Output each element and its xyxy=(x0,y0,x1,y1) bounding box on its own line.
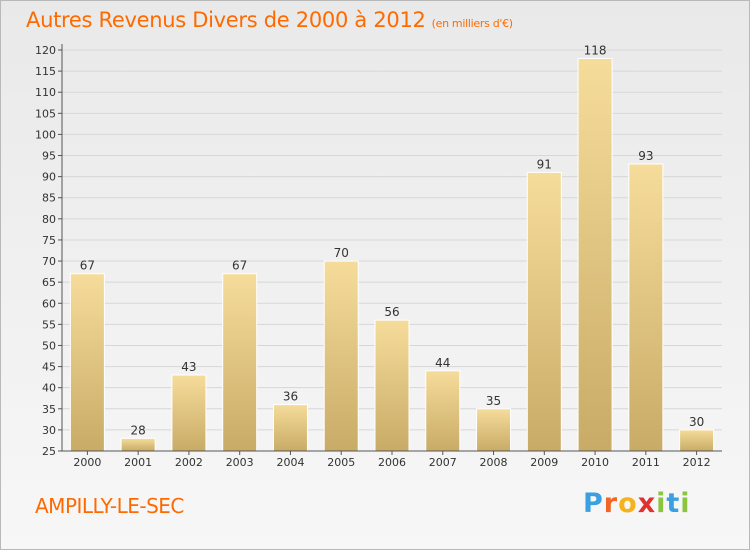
bar-2001 xyxy=(120,437,156,452)
y-tick-label: 65 xyxy=(42,276,56,289)
data-label-2008: 35 xyxy=(486,394,501,408)
x-tick-label-2003: 2003 xyxy=(226,456,254,469)
y-tick-label: 60 xyxy=(42,297,56,310)
labels: 25 30 35 40 45 50 55 60 65 70 75 80 85 90 95 100 105 110 1… xyxy=(35,43,711,469)
proxiti-logo: Proxiti xyxy=(583,488,691,519)
bar-2008 xyxy=(476,408,512,452)
y-tick-label: 105 xyxy=(35,107,56,120)
y-tick-label: 95 xyxy=(42,150,56,163)
bar-2005 xyxy=(323,260,359,452)
x-tick-label-2004: 2004 xyxy=(276,456,304,469)
y-tick-label: 40 xyxy=(42,382,56,395)
y-tick-label: 45 xyxy=(42,361,56,374)
bar-2004 xyxy=(272,404,308,452)
y-tick-label: 115 xyxy=(35,65,56,78)
x-tick-label-2008: 2008 xyxy=(480,456,508,469)
x-tick-label-2002: 2002 xyxy=(175,456,203,469)
data-label-2003: 67 xyxy=(232,259,247,273)
bar-2003 xyxy=(222,273,258,452)
bar-2012 xyxy=(679,429,715,452)
y-tick-label: 70 xyxy=(42,255,56,268)
y-tick-label: 110 xyxy=(35,86,56,99)
y-tick-label: 90 xyxy=(42,171,56,184)
y-tick-label: 25 xyxy=(42,445,56,458)
data-label-2006: 56 xyxy=(384,305,399,319)
chart-title-text: Autres Revenus Divers de 2000 à 2012 xyxy=(26,8,426,32)
y-tick-label: 120 xyxy=(35,44,56,57)
bar-2002 xyxy=(171,374,207,452)
y-tick-label: 80 xyxy=(42,213,56,226)
data-label-2001: 28 xyxy=(131,423,146,437)
x-tick-label-2001: 2001 xyxy=(124,456,152,469)
axes xyxy=(58,44,722,455)
data-label-2007: 44 xyxy=(435,356,450,370)
bar-2007 xyxy=(425,370,461,452)
y-tick-label: 85 xyxy=(42,192,56,205)
bars xyxy=(69,57,715,452)
bar-2009 xyxy=(526,171,562,452)
y-tick-label: 75 xyxy=(42,234,56,247)
x-tick-label-2005: 2005 xyxy=(327,456,355,469)
data-label-2005: 70 xyxy=(334,246,349,260)
y-tick-label: 30 xyxy=(42,424,56,437)
y-tick-label: 55 xyxy=(42,318,56,331)
chart-unit: (en milliers d'€) xyxy=(431,17,513,30)
data-label-2004: 36 xyxy=(283,390,298,404)
y-tick-label: 100 xyxy=(35,128,56,141)
x-tick-label-2000: 2000 xyxy=(73,456,101,469)
x-tick-label-2011: 2011 xyxy=(632,456,660,469)
data-label-2002: 43 xyxy=(181,360,196,374)
data-label-2000: 67 xyxy=(80,259,95,273)
y-tick-label: 50 xyxy=(42,339,56,352)
bar-2006 xyxy=(374,319,410,452)
data-label-2009: 91 xyxy=(537,157,552,171)
x-tick-label-2009: 2009 xyxy=(530,456,558,469)
y-tick-label: 35 xyxy=(42,403,56,416)
x-tick-label-2010: 2010 xyxy=(581,456,609,469)
bar-2010 xyxy=(577,57,613,452)
data-label-2010: 118 xyxy=(584,43,607,57)
x-tick-label-2012: 2012 xyxy=(683,456,711,469)
bar-2011 xyxy=(628,163,664,452)
commune-name: AMPILLY-LE-SEC xyxy=(35,494,184,518)
x-tick-label-2007: 2007 xyxy=(429,456,457,469)
x-tick-label-2006: 2006 xyxy=(378,456,406,469)
data-label-2011: 93 xyxy=(638,149,653,163)
bar-2000 xyxy=(69,273,105,452)
chart-title: Autres Revenus Divers de 2000 à 2012 (en … xyxy=(26,8,513,32)
data-label-2012: 30 xyxy=(689,415,704,429)
